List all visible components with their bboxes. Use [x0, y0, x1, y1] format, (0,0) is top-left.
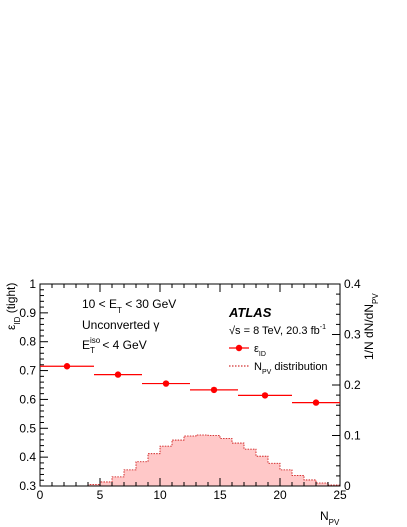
efficiency-points — [40, 363, 340, 406]
y-right-tick-label: 0.3 — [344, 328, 361, 342]
npv-histogram-bin — [160, 446, 172, 486]
legend-efficiency-marker — [235, 344, 243, 352]
x-axis-label: NPV — [320, 509, 340, 527]
selection-line-et-range: 10 < ET < 30 GeV — [82, 297, 176, 315]
y-left-tick-label: 0.8 — [19, 335, 36, 349]
npv-histogram-bin — [232, 443, 244, 486]
npv-histogram-bin — [256, 456, 268, 486]
npv-histogram-bin — [316, 482, 328, 486]
y-axis-left-label: εID (tight) — [4, 283, 22, 330]
x-tick-label: 10 — [153, 488, 167, 502]
npv-histogram-bin — [184, 436, 196, 486]
axis-ticks: 0 5 10 15 20 250.30.40.50.60.70.80.9100.10.20… — [19, 277, 361, 502]
npv-histogram-bin — [328, 484, 340, 486]
npv-histogram-bin — [100, 481, 112, 486]
legend: εID NPV distribution — [229, 343, 328, 376]
y-right-tick-label: 0 — [344, 479, 351, 493]
y-left-tick-label: 1 — [29, 277, 36, 291]
y-left-tick-label: 0.9 — [19, 306, 36, 320]
npv-histogram — [40, 434, 340, 487]
npv-histogram-bin — [124, 469, 136, 486]
y-left-tick-label: 0.4 — [19, 450, 36, 464]
legend-npv-label: NPV distribution — [254, 361, 328, 376]
selection-line-unconverted: Unconverted γ — [82, 318, 159, 332]
npv-histogram-bin — [244, 449, 256, 486]
experiment-label: ATLAS — [228, 305, 272, 320]
y-right-tick-label: 0.1 — [344, 429, 361, 443]
x-tick-label: 25 — [333, 488, 347, 502]
efficiency-point — [261, 392, 269, 399]
x-tick-label: 0 — [37, 488, 44, 502]
npv-histogram-bin — [148, 453, 160, 486]
efficiency-point — [312, 399, 320, 406]
npv-histogram-bin — [196, 434, 208, 486]
npv-histogram-bin — [136, 461, 148, 486]
x-tick-label: 20 — [273, 488, 287, 502]
npv-histogram-bin — [220, 438, 232, 486]
y-left-tick-label: 0.5 — [19, 421, 36, 435]
npv-histogram-bin — [280, 469, 292, 486]
energy-luminosity-label: √s = 8 TeV, 20.3 fb-1 — [229, 324, 326, 337]
efficiency-point — [162, 380, 170, 387]
npv-histogram-bin — [208, 435, 220, 486]
npv-histogram-bin — [112, 476, 124, 486]
efficiency-point — [114, 371, 122, 378]
selection-text: 10 < ET < 30 GeV Unconverted γ Eiso T < 4… — [82, 297, 176, 355]
y-left-tick-label: 0.3 — [19, 479, 36, 493]
y-right-tick-label: 0.4 — [344, 277, 361, 291]
y-axis-right-label: 1/N dN/dNPV — [362, 293, 380, 360]
x-tick-label: 15 — [213, 488, 227, 502]
y-right-tick-label: 0.2 — [344, 378, 361, 392]
efficiency-point — [210, 386, 218, 394]
selection-line-isolation: Eiso T < 4 GeV — [82, 336, 147, 355]
efficiency-point — [63, 363, 71, 370]
x-tick-label: 5 — [97, 488, 104, 502]
npv-histogram-bin — [172, 440, 184, 486]
y-left-tick-label: 0.7 — [19, 364, 36, 378]
y-left-tick-label: 0.6 — [19, 392, 36, 406]
npv-histogram-bin — [292, 475, 304, 486]
legend-efficiency-label: εID — [254, 343, 266, 358]
npv-histogram-bin — [268, 463, 280, 486]
npv-histogram-bin — [88, 484, 100, 486]
npv-histogram-bin — [304, 479, 316, 486]
